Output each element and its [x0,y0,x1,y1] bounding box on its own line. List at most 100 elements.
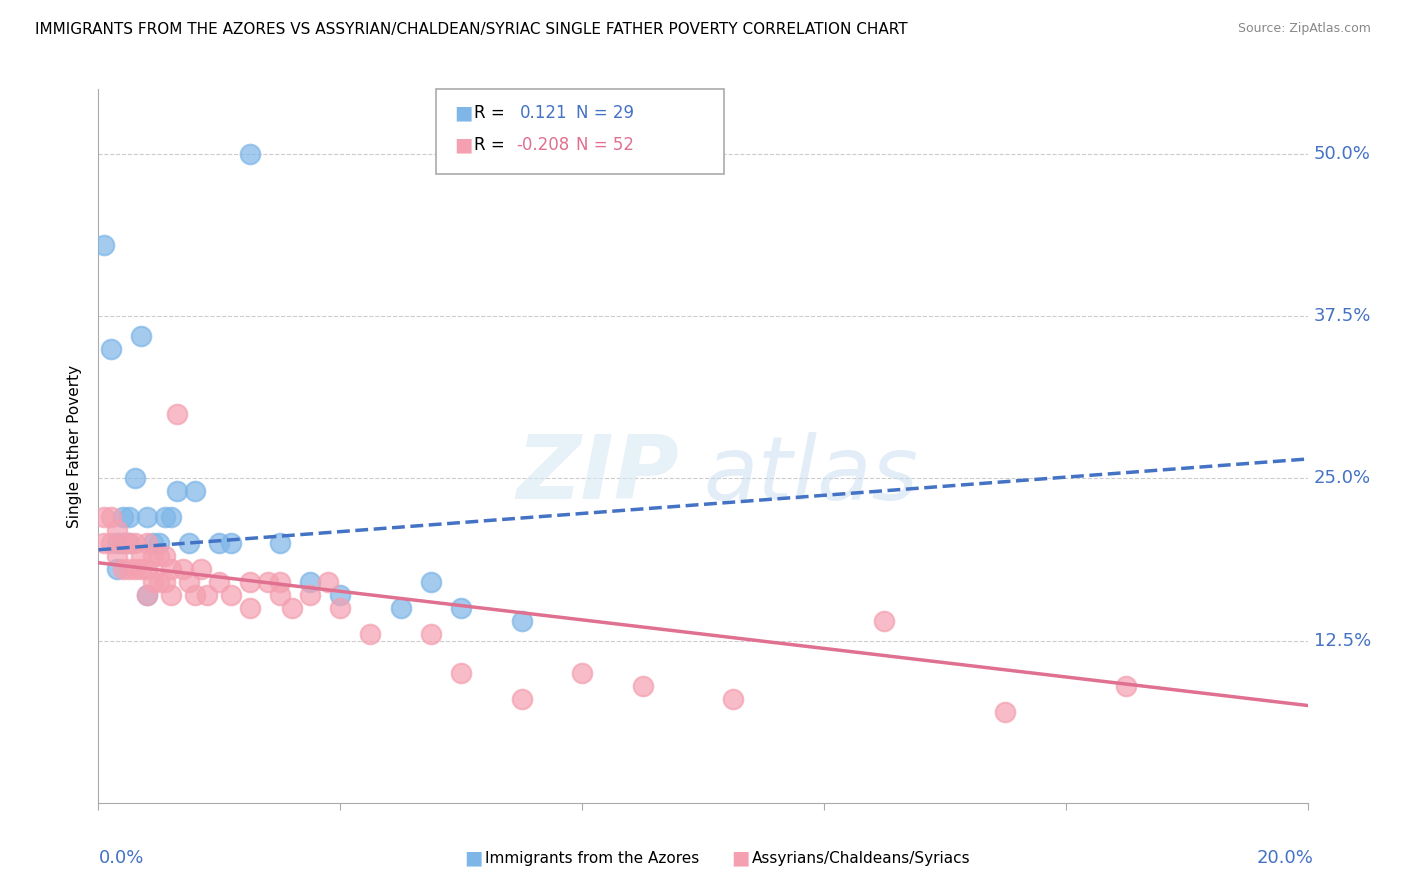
Text: R =: R = [474,104,505,122]
Point [93,238,115,252]
Point [118,536,141,550]
Point [269,588,291,602]
Point [100,510,122,524]
Point [135,536,157,550]
Point [142,536,165,550]
Text: ■: ■ [454,103,472,123]
Point [184,588,207,602]
Point [160,510,183,524]
Point [111,562,134,576]
Point [166,407,188,421]
Text: 0.121: 0.121 [520,104,568,122]
Text: 37.5%: 37.5% [1313,307,1371,326]
Point [129,328,152,343]
Point [360,627,382,641]
Point [329,588,352,602]
Point [450,666,472,681]
Text: ZIP: ZIP [516,431,679,518]
Point [299,575,322,590]
Text: -0.208: -0.208 [516,136,569,154]
Text: R =: R = [474,136,505,154]
Point [100,342,122,356]
Point [148,575,170,590]
Point [450,601,472,615]
Point [100,536,122,550]
Point [148,536,170,550]
Point [571,666,593,681]
Text: ■: ■ [454,136,472,155]
Point [256,575,278,590]
Point [148,549,170,564]
Point [239,575,262,590]
Point [160,562,183,576]
Text: IMMIGRANTS FROM THE AZORES VS ASSYRIAN/CHALDEAN/SYRIAC SINGLE FATHER POVERTY COR: IMMIGRANTS FROM THE AZORES VS ASSYRIAN/C… [35,22,908,37]
Point [281,601,304,615]
Text: Source: ZipAtlas.com: Source: ZipAtlas.com [1237,22,1371,36]
Point [184,484,207,499]
Point [153,575,176,590]
Point [420,575,443,590]
Point [124,536,146,550]
Point [142,549,165,564]
Point [153,549,176,564]
Text: Assyrians/Chaldeans/Syriacs: Assyrians/Chaldeans/Syriacs [752,851,970,865]
Point [316,575,339,590]
Point [153,510,176,524]
Point [160,588,183,602]
Text: ■: ■ [464,848,482,868]
Point [179,536,201,550]
Point [269,536,291,550]
Point [118,562,141,576]
Point [135,562,157,576]
Point [118,536,141,550]
Point [129,562,152,576]
Point [1115,679,1137,693]
Point [190,562,212,576]
Text: 20.0%: 20.0% [1257,849,1313,867]
Point [142,575,165,590]
Text: Immigrants from the Azores: Immigrants from the Azores [485,851,699,865]
Text: 0.0%: 0.0% [98,849,143,867]
Text: 12.5%: 12.5% [1313,632,1371,649]
Point [420,627,443,641]
Text: 50.0%: 50.0% [1313,145,1371,163]
Text: ■: ■ [731,848,749,868]
Point [221,588,243,602]
Point [124,471,146,485]
Point [135,510,157,524]
Text: N = 52: N = 52 [576,136,634,154]
Point [105,524,128,538]
Point [631,679,654,693]
Point [873,614,896,628]
Point [510,692,533,706]
Point [994,705,1017,719]
Point [105,549,128,564]
Point [208,536,231,550]
Point [329,601,352,615]
Point [111,510,134,524]
Point [135,588,157,602]
Point [135,588,157,602]
Point [239,147,262,161]
Text: atlas: atlas [703,432,918,517]
Point [208,575,231,590]
Point [129,549,152,564]
Point [118,510,141,524]
Point [179,575,201,590]
Point [723,692,745,706]
Point [124,562,146,576]
Point [389,601,412,615]
Text: 25.0%: 25.0% [1313,469,1371,487]
Point [166,484,188,499]
Point [111,536,134,550]
Point [195,588,218,602]
Point [111,536,134,550]
Point [299,588,322,602]
Y-axis label: Single Father Poverty: Single Father Poverty [67,365,83,527]
Point [105,536,128,550]
Point [221,536,243,550]
Point [269,575,291,590]
Point [93,536,115,550]
Point [105,562,128,576]
Point [93,510,115,524]
